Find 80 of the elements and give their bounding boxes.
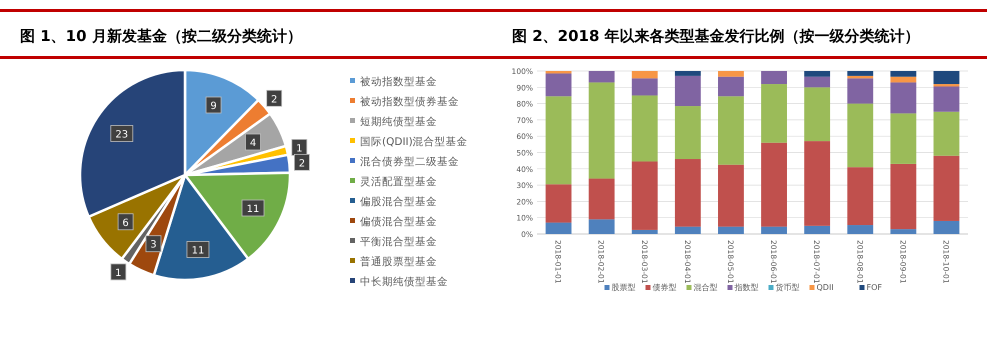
bar: [632, 95, 658, 162]
legend-label: QDII: [816, 283, 834, 292]
bar: [847, 225, 874, 234]
legend-label: 灵活配置型基金: [360, 175, 437, 188]
data-label: 1: [115, 268, 122, 279]
legend-label: 普通股票型基金: [360, 255, 437, 268]
bar: [588, 82, 615, 179]
legend-label: 国际(QDII)混合型基金: [360, 135, 468, 148]
bar: [674, 71, 701, 76]
bar: [674, 226, 701, 234]
bar: [546, 96, 572, 184]
legend-label: 中长期纯债型基金: [360, 275, 448, 288]
chart-title: 图 2、2018 年以来各类型基金发行比例（按一级分类统计）: [512, 27, 920, 45]
data-label: 11: [246, 204, 260, 216]
bar: [674, 159, 701, 227]
legend-label: 指数型: [734, 283, 758, 292]
bar: [588, 219, 615, 234]
bar: [847, 167, 874, 226]
legend-label: 偏债混合型基金: [360, 215, 437, 228]
bar: [847, 104, 874, 168]
bar: [890, 164, 916, 230]
legend-label: 货币型: [776, 283, 800, 292]
bar: [934, 156, 960, 221]
bar: [632, 230, 658, 234]
bar: [546, 222, 572, 234]
bar: [804, 71, 830, 77]
bar: [847, 78, 874, 104]
bar: [632, 71, 658, 78]
bar: [934, 86, 960, 112]
legend-label: 短期纯债型基金: [360, 115, 437, 128]
bar: [934, 71, 960, 84]
bar: [890, 229, 916, 234]
legend-label: 债券型: [652, 283, 676, 292]
bar: [804, 87, 830, 142]
bar: [588, 178, 615, 220]
data-label: 6: [122, 218, 129, 229]
bar: [847, 76, 874, 78]
bar: [632, 78, 658, 96]
bar: [718, 164, 744, 227]
legend-label: 平衡混合型基金: [360, 235, 437, 248]
bar: [546, 184, 572, 223]
legend-label: 混合型: [694, 283, 718, 292]
data-label: 2: [298, 158, 306, 170]
data-label: 3: [150, 240, 157, 251]
legend-label: 混合债券型二级基金: [360, 155, 459, 168]
bar: [718, 71, 744, 77]
bar: [718, 76, 744, 96]
bar: [632, 161, 658, 230]
bar: [890, 113, 916, 164]
bar: [761, 142, 787, 227]
bar: [804, 141, 830, 226]
bar: [934, 220, 960, 234]
bar: [934, 112, 960, 156]
bar: [890, 71, 916, 77]
bar: [890, 82, 916, 114]
bar: [674, 76, 701, 106]
legend-label: FOF: [866, 283, 882, 292]
legend-label: 股票型: [612, 283, 636, 292]
legend-label: 被动指数型基金: [360, 75, 437, 88]
bar: [890, 76, 916, 82]
data-label: 23: [115, 130, 128, 141]
data-label: 4: [250, 138, 256, 149]
bar: [718, 96, 744, 165]
bar: [761, 84, 787, 143]
bar: [761, 71, 787, 84]
legend-label: 偏股混合型基金: [360, 195, 437, 208]
data-label: 1: [296, 143, 303, 154]
bar: [546, 73, 572, 96]
data-label: 11: [192, 245, 204, 256]
bar: [761, 226, 787, 234]
bar: [718, 226, 744, 234]
legend-label: 被动指数型债券基金: [360, 95, 459, 108]
bar: [588, 71, 615, 82]
chart-title: 图 1、10 月新发基金（按二级分类统计）: [20, 27, 302, 45]
bar: [804, 76, 830, 88]
bar: [674, 106, 701, 160]
bar: [847, 71, 874, 76]
data-label: 2: [270, 94, 278, 106]
data-label: 9: [210, 101, 217, 112]
bar: [804, 226, 830, 234]
